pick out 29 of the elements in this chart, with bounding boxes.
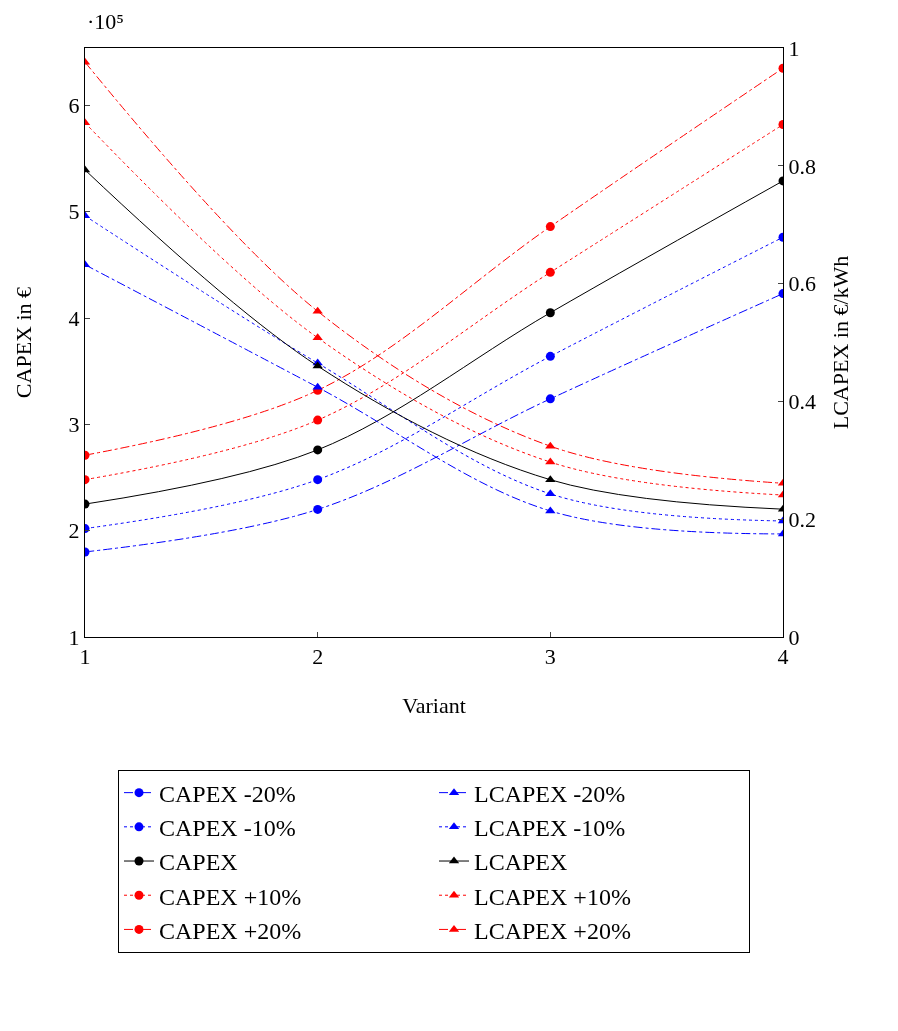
x-axis-title: Variant <box>402 693 466 718</box>
y-tick-label: 5 <box>68 199 80 225</box>
y2-axis-title: LCAPEX in €/kWh <box>828 255 853 430</box>
legend-label: CAPEX <box>159 849 238 876</box>
y-axis-title: CAPEX in € <box>11 286 36 399</box>
y-tick-label: 2 <box>68 518 80 544</box>
y2-tick-label: 0.4 <box>788 389 816 415</box>
y2-tick-label: 1 <box>788 35 800 61</box>
y2-tick-label: 0.6 <box>788 271 816 297</box>
y-tick-label: 1 <box>68 624 80 650</box>
legend-label: LCAPEX -20% <box>474 780 626 807</box>
x-tick-label: 4 <box>777 644 789 670</box>
y-tick-label: 6 <box>68 93 80 119</box>
legend-label: CAPEX +10% <box>159 883 302 910</box>
legend-label: LCAPEX +10% <box>474 883 631 910</box>
y2-tick-label: 0.8 <box>788 153 816 179</box>
text: ·10⁵ <box>87 9 124 34</box>
y2-tick-label: 0 <box>788 624 800 650</box>
y-tick-label: 3 <box>68 412 80 438</box>
legend-label: CAPEX -20% <box>159 780 296 807</box>
legend-label: LCAPEX +20% <box>474 917 631 944</box>
legend-label: LCAPEX -10% <box>474 815 626 842</box>
y-tick-label: 4 <box>68 305 80 331</box>
y2-tick-label: 0.2 <box>788 506 816 532</box>
legend-label: LCAPEX <box>474 849 568 876</box>
x-tick-label: 3 <box>544 644 556 670</box>
x-tick-label: 2 <box>312 644 324 670</box>
legend-label: CAPEX -10% <box>159 815 296 842</box>
legend-label: CAPEX +20% <box>159 917 302 944</box>
